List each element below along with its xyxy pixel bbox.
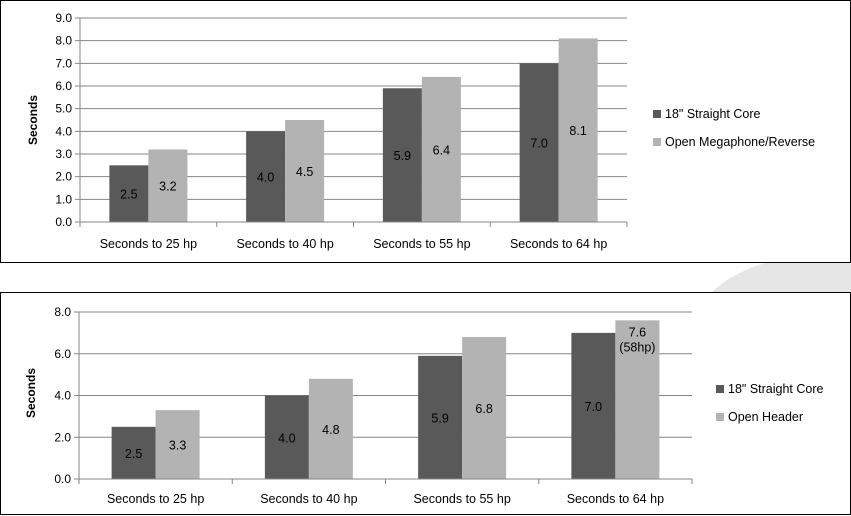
- data-label: 5.9: [394, 149, 411, 163]
- data-label: 6.8: [475, 402, 492, 416]
- y-axis-label: Seconds: [26, 95, 40, 145]
- data-label: 7.6 (58hp): [619, 325, 655, 354]
- y-tick-label: 0.0: [55, 215, 72, 229]
- bar-series2: [615, 320, 660, 479]
- x-tick-label: Seconds to 64 hp: [510, 237, 607, 251]
- bar-series2: [462, 337, 507, 479]
- data-label: 2.5: [125, 447, 142, 461]
- bar-series1: [264, 395, 309, 479]
- y-tick-label: 5.0: [55, 102, 72, 116]
- bar-series1: [418, 355, 463, 479]
- data-label: 4.8: [322, 423, 339, 437]
- legend-swatch: [653, 110, 661, 118]
- data-label: 3.3: [169, 439, 186, 453]
- y-tick-label: 9.0: [55, 11, 72, 25]
- data-label: 7.0: [530, 137, 547, 151]
- legend-label: Open Header: [728, 410, 803, 424]
- chart-panel-bottom: 0.0 2.0 4.0 6.0 8.0 Seconds 2.5 3.3 Seconds to 2…: [0, 292, 851, 515]
- x-tick-label: Seconds to 25 hp: [100, 237, 197, 251]
- x-tick-label: Seconds to 55 hp: [373, 237, 470, 251]
- legend-swatch: [716, 385, 724, 393]
- legend-label: Open Megaphone/Reverse: [665, 135, 815, 149]
- x-tick-label: Seconds to 40 hp: [260, 492, 357, 506]
- data-label: 3.2: [159, 180, 176, 194]
- data-label: 4.5: [296, 165, 313, 179]
- data-label: 2.5: [120, 188, 137, 202]
- y-tick-label: 6.0: [55, 79, 72, 93]
- chart-panel-top: 0.0 1.0 2.0 3.0 4.0 5.0 6.0 7.0 8.0 9.0 Seconds 2.5…: [0, 0, 851, 263]
- x-tick-label: Seconds to 40 hp: [236, 237, 333, 251]
- bar-series1: [382, 88, 422, 223]
- y-tick-label: 2.0: [54, 430, 71, 444]
- x-tick-label: Seconds to 25 hp: [107, 492, 204, 506]
- bar-series2: [421, 76, 461, 222]
- x-tick-label: Seconds to 64 hp: [567, 492, 664, 506]
- x-tick-label: Seconds to 55 hp: [413, 492, 510, 506]
- bar-series2: [285, 120, 325, 222]
- bar-series1: [109, 165, 149, 222]
- bar-chart-bottom: 0.0 2.0 4.0 6.0 8.0 Seconds 2.5 3.3 Seconds to 2…: [24, 305, 824, 506]
- y-axis-label: Seconds: [24, 368, 38, 418]
- y-tick-label: 3.0: [55, 147, 72, 161]
- legend-swatch: [653, 138, 661, 146]
- y-tick-label: 8.0: [55, 34, 72, 48]
- legend-label: 18" Straight Core: [665, 107, 761, 121]
- legend-label: 18" Straight Core: [728, 382, 824, 396]
- data-label: 6.4: [433, 143, 450, 157]
- bar-series2: [558, 38, 598, 223]
- y-tick-label: 6.0: [54, 347, 71, 361]
- bar-series1: [111, 426, 156, 479]
- y-tick-label: 8.0: [54, 305, 71, 319]
- y-tick-label: 4.0: [55, 124, 72, 138]
- data-label: 4.0: [257, 171, 274, 185]
- bar-series2: [155, 410, 200, 479]
- bar-chart-top: 0.0 1.0 2.0 3.0 4.0 5.0 6.0 7.0 8.0 9.0 Seconds 2.5…: [26, 11, 815, 251]
- y-tick-label: 2.0: [55, 170, 72, 184]
- data-label: 8.1: [569, 124, 586, 138]
- bar-series1: [571, 332, 616, 479]
- y-tick-label: 4.0: [54, 389, 71, 403]
- bar-series2: [308, 378, 353, 479]
- data-label: 4.0: [278, 431, 295, 445]
- bar-series2: [148, 149, 188, 222]
- data-label: 7.0: [585, 400, 602, 414]
- bar-series1: [519, 63, 559, 223]
- y-tick-label: 0.0: [54, 472, 71, 486]
- data-label: 5.9: [431, 411, 448, 425]
- legend-swatch: [716, 413, 724, 421]
- y-tick-label: 7.0: [55, 56, 72, 70]
- bar-series1: [246, 131, 286, 222]
- y-tick-label: 1.0: [55, 192, 72, 206]
